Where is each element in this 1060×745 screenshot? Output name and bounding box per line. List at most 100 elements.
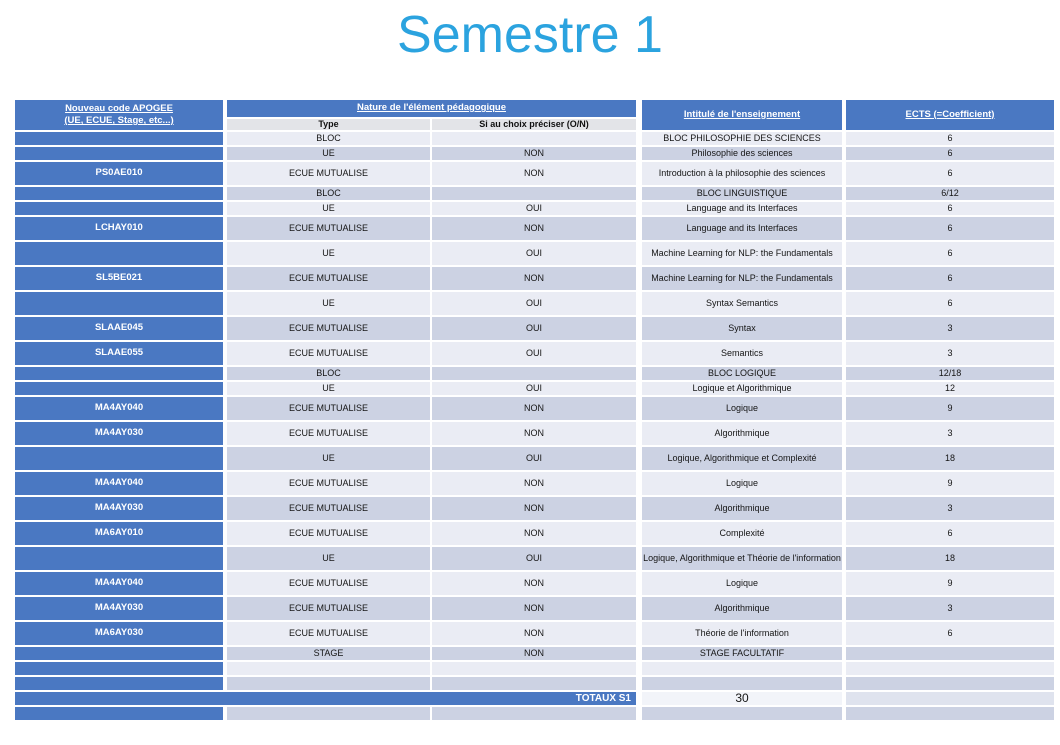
code-cell xyxy=(15,662,223,675)
intitule-cell: BLOC LINGUISTIQUE xyxy=(642,187,842,200)
choix-cell: NON xyxy=(432,497,636,520)
type-cell: BLOC xyxy=(227,187,430,200)
ects-cell xyxy=(846,647,1054,660)
type-cell: ECUE MUTUALISE xyxy=(227,397,430,420)
code-cell xyxy=(15,132,223,145)
choix-cell xyxy=(432,187,636,200)
code-cell xyxy=(15,292,223,315)
type-cell: BLOC xyxy=(227,367,430,380)
ects-cell xyxy=(846,707,1054,720)
intitule-cell: Syntax Semantics xyxy=(642,292,842,315)
code-cell: MA6AY030 xyxy=(15,622,223,645)
ects-cell: 6 xyxy=(846,242,1054,265)
type-cell: ECUE MUTUALISE xyxy=(227,622,430,645)
code-cell xyxy=(15,242,223,265)
code-cell: MA4AY040 xyxy=(15,572,223,595)
type-cell: UE xyxy=(227,202,430,215)
intitule-cell: Machine Learning for NLP: the Fundamenta… xyxy=(642,242,842,265)
ects-cell: 3 xyxy=(846,597,1054,620)
header-nature-group: Nature de l'élément pédagogique Type Si … xyxy=(227,100,636,130)
table-row: SL5BE021 ECUE MUTUALISE NON Machine Learnin… xyxy=(15,267,1054,290)
ects-cell: 3 xyxy=(846,317,1054,340)
code-cell: MA4AY030 xyxy=(15,422,223,445)
table-row: MA4AY040 ECUE MUTUALISE NON Logique 9 xyxy=(15,572,1054,595)
table-row: UE NON Philosophie des sciences 6 xyxy=(15,147,1054,160)
header-nature-label: Nature de l'élément pédagogique xyxy=(356,102,506,114)
intitule-cell: Language and its Interfaces xyxy=(642,217,842,240)
header-code-apogee: Nouveau code APOGEE (UE, ECUE, Stage, et… xyxy=(15,100,223,130)
ects-cell: 6 xyxy=(846,162,1054,185)
intitule-cell: Language and its Interfaces xyxy=(642,202,842,215)
type-cell: ECUE MUTUALISE xyxy=(227,422,430,445)
code-cell: MA4AY030 xyxy=(15,497,223,520)
choix-cell: OUI xyxy=(432,202,636,215)
intitule-cell: STAGE FACULTATIF xyxy=(642,647,842,660)
choix-cell: OUI xyxy=(432,242,636,265)
code-cell: SLAAE055 xyxy=(15,342,223,365)
type-cell: UE xyxy=(227,447,430,470)
ects-cell: 6 xyxy=(846,292,1054,315)
intitule-cell: Machine Learning for NLP: the Fundamenta… xyxy=(642,267,842,290)
header-code-line1: Nouveau code APOGEE xyxy=(65,103,173,114)
type-cell xyxy=(227,677,430,690)
table-row: MA6AY010 ECUE MUTUALISE NON Complexité 6 xyxy=(15,522,1054,545)
choix-cell: NON xyxy=(432,422,636,445)
choix-cell: OUI xyxy=(432,447,636,470)
ects-cell: 6 xyxy=(846,217,1054,240)
ects-cell: 6/12 xyxy=(846,187,1054,200)
choix-cell: OUI xyxy=(432,342,636,365)
intitule-cell xyxy=(642,662,842,675)
table-row: MA4AY040 ECUE MUTUALISE NON Logique 9 xyxy=(15,472,1054,495)
ects-cell: 3 xyxy=(846,497,1054,520)
header-intitule: Intitulé de l'enseignement xyxy=(642,100,842,130)
type-cell: BLOC xyxy=(227,132,430,145)
totals-row: TOTAUX S1 30 xyxy=(15,692,1054,705)
intitule-cell: Semantics xyxy=(642,342,842,365)
type-cell: ECUE MUTUALISE xyxy=(227,572,430,595)
type-cell: ECUE MUTUALISE xyxy=(227,317,430,340)
choix-cell: NON xyxy=(432,572,636,595)
code-cell xyxy=(15,677,223,690)
ects-cell: 6 xyxy=(846,522,1054,545)
code-cell: MA6AY010 xyxy=(15,522,223,545)
totals-label-bar: TOTAUX S1 xyxy=(15,692,636,705)
type-cell: UE xyxy=(227,547,430,570)
ects-cell: 3 xyxy=(846,422,1054,445)
table-row: PS0AE010 ECUE MUTUALISE NON Introduction à … xyxy=(15,162,1054,185)
code-cell xyxy=(15,202,223,215)
type-cell: ECUE MUTUALISE xyxy=(227,217,430,240)
choix-cell: OUI xyxy=(432,317,636,340)
code-cell: SLAAE045 xyxy=(15,317,223,340)
code-cell xyxy=(15,147,223,160)
intitule-cell xyxy=(642,707,842,720)
subheader-row: Type Si au choix préciser (O/N) xyxy=(227,119,636,130)
choix-cell: NON xyxy=(432,522,636,545)
choix-cell xyxy=(432,662,636,675)
ects-cell xyxy=(846,662,1054,675)
ects-cell: 3 xyxy=(846,342,1054,365)
intitule-cell: Syntax xyxy=(642,317,842,340)
choix-cell: NON xyxy=(432,622,636,645)
code-cell: SL5BE021 xyxy=(15,267,223,290)
intitule-cell: BLOC LOGIQUE xyxy=(642,367,842,380)
intitule-cell: Algorithmique xyxy=(642,497,842,520)
code-cell xyxy=(15,707,223,720)
table-row: UE OUI Logique, Algorithmique et Complexit… xyxy=(15,447,1054,470)
table-row: SLAAE045 ECUE MUTUALISE OUI Syntax 3 xyxy=(15,317,1054,340)
code-cell xyxy=(15,547,223,570)
table-row: BLOC BLOC LOGIQUE 12/18 xyxy=(15,367,1054,380)
ects-cell: 18 xyxy=(846,547,1054,570)
table-row: BLOC BLOC LINGUISTIQUE 6/12 xyxy=(15,187,1054,200)
intitule-cell: Introduction à la philosophie des scienc… xyxy=(642,162,842,185)
table-row: MA4AY030 ECUE MUTUALISE NON Algorithmique 3 xyxy=(15,422,1054,445)
table-row: UE OUI Logique, Algorithmique et Théorie d… xyxy=(15,547,1054,570)
intitule-cell: Complexité xyxy=(642,522,842,545)
intitule-cell: Logique, Algorithmique et Complexité xyxy=(642,447,842,470)
type-cell: ECUE MUTUALISE xyxy=(227,472,430,495)
ects-cell: 6 xyxy=(846,267,1054,290)
table-row: BLOC BLOC PHILOSOPHIE DES SCIENCES 6 xyxy=(15,132,1054,145)
type-cell: UE xyxy=(227,242,430,265)
type-cell: ECUE MUTUALISE xyxy=(227,522,430,545)
header-choix: Si au choix préciser (O/N) xyxy=(432,119,636,130)
choix-cell: NON xyxy=(432,647,636,660)
